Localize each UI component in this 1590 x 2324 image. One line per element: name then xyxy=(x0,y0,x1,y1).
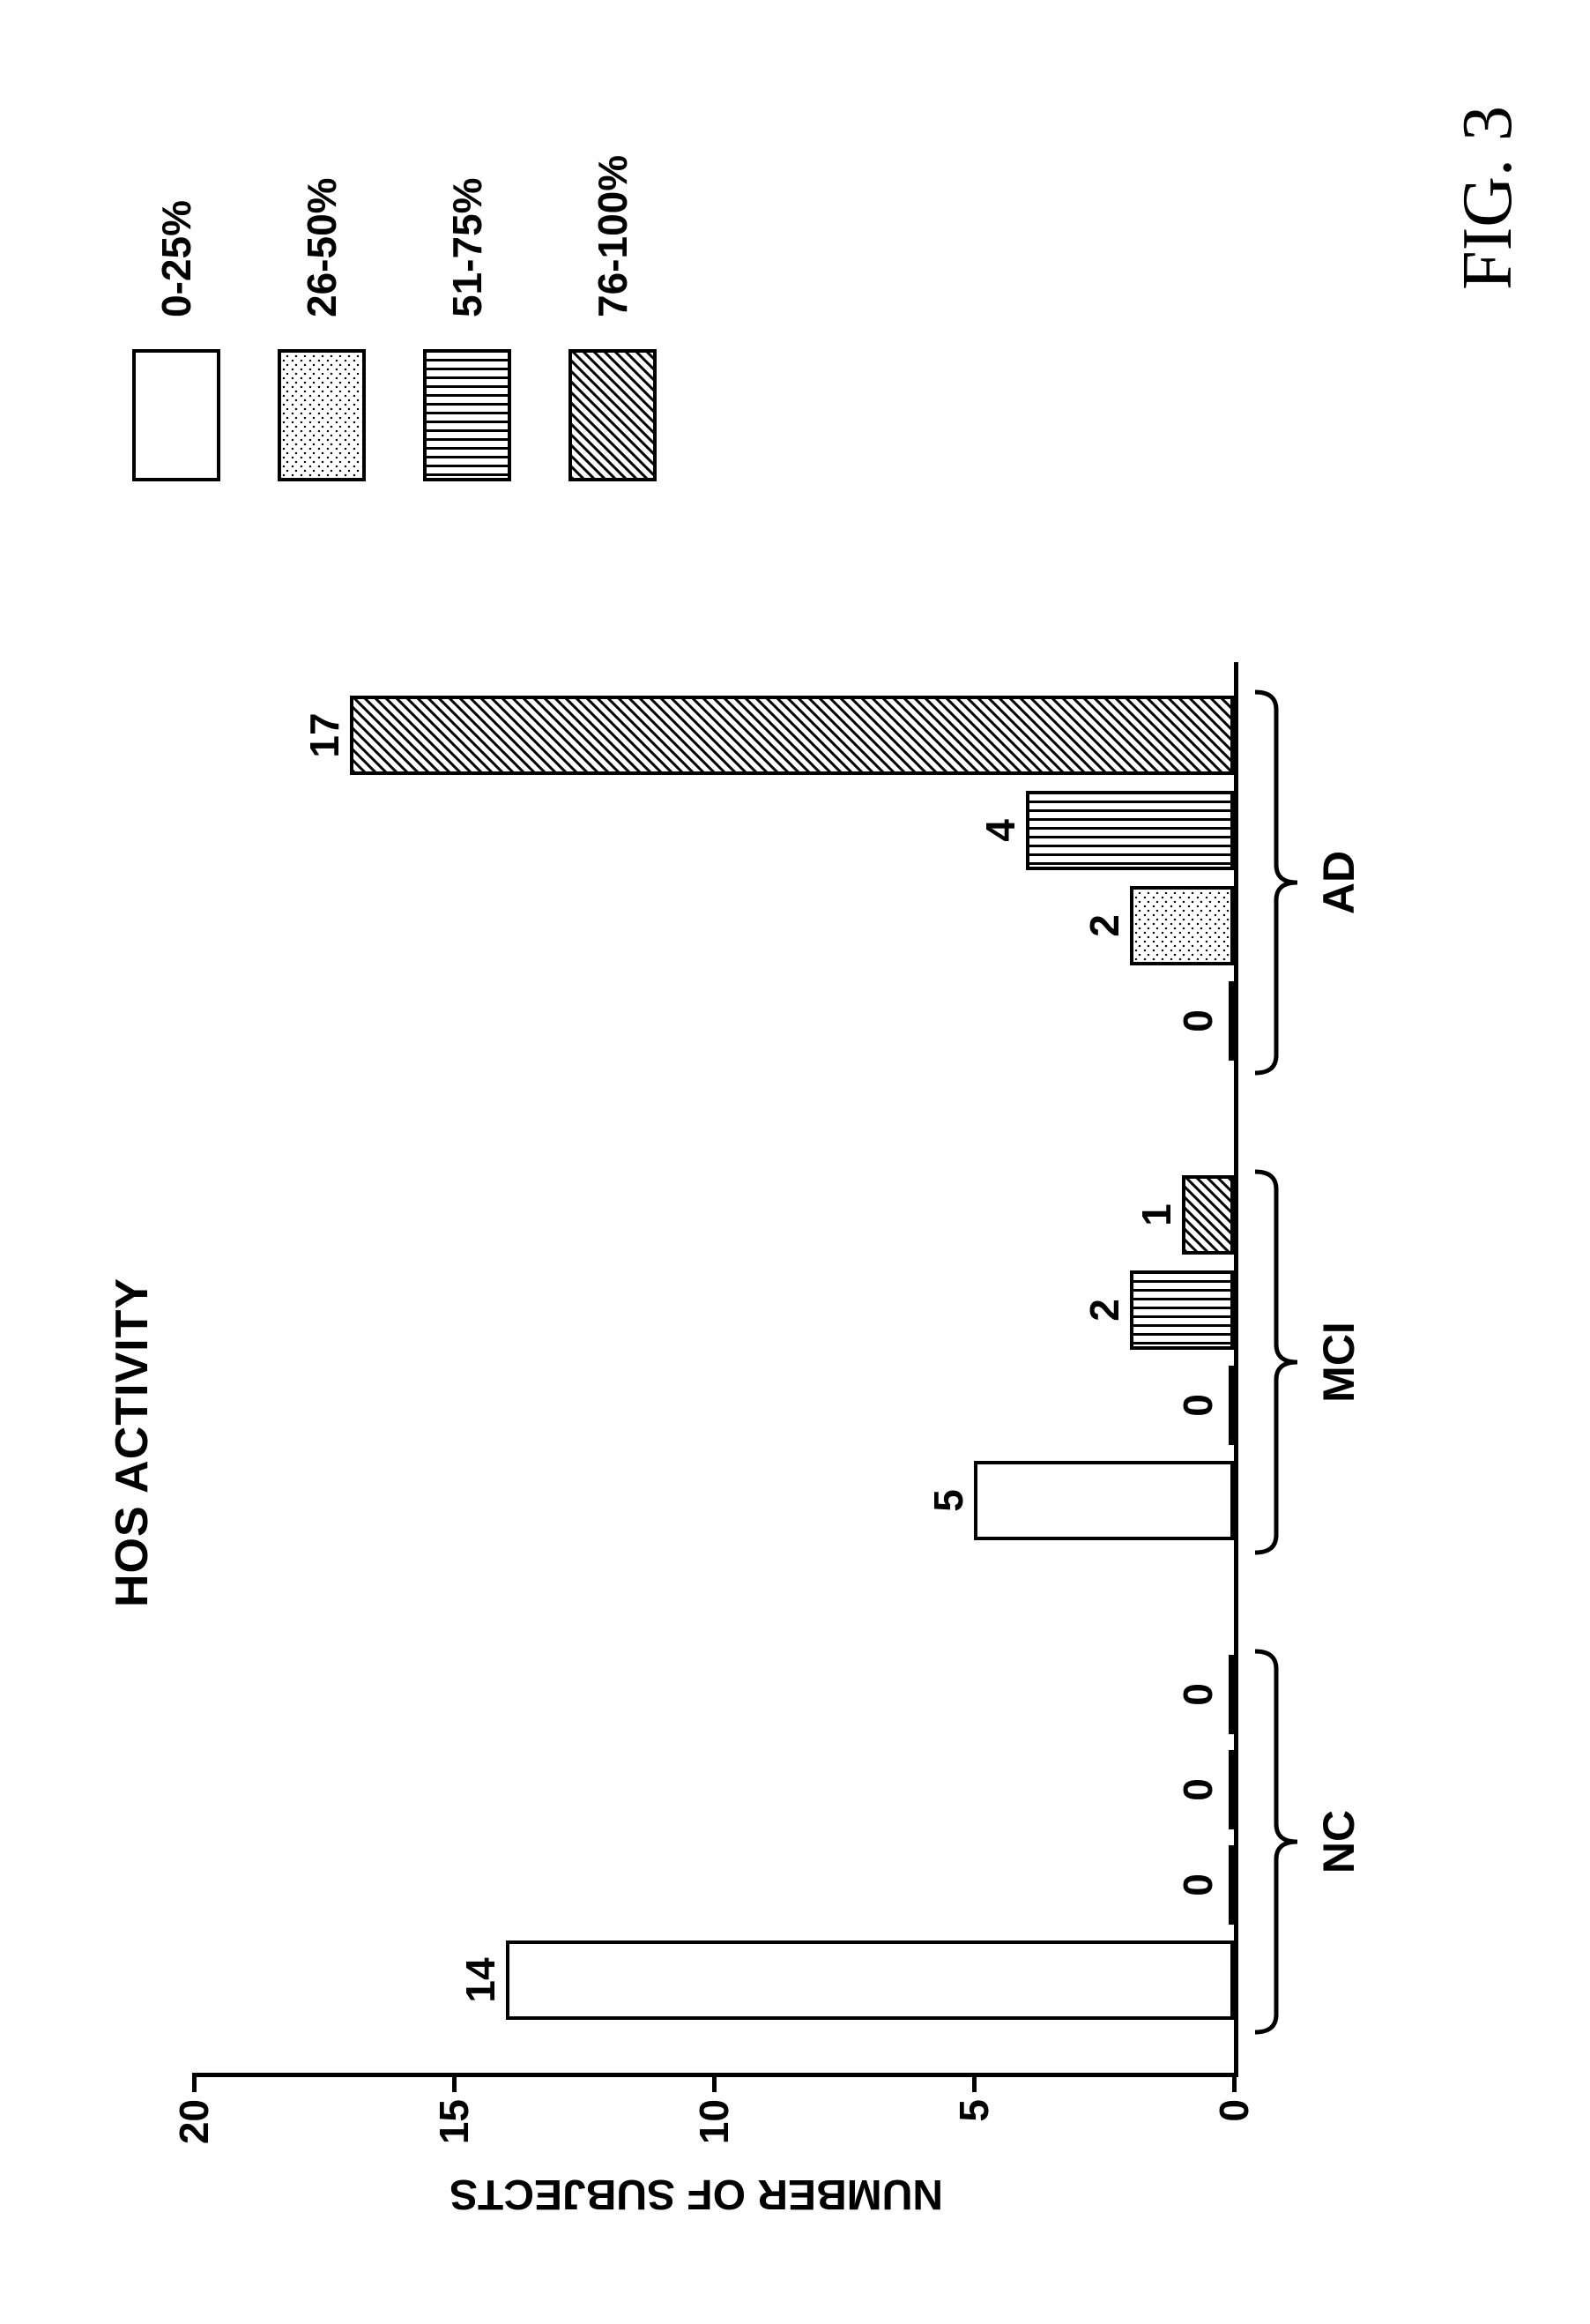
legend-item: 51-75% xyxy=(423,177,511,481)
bar-value-label: 0 xyxy=(1174,1683,1222,1706)
y-tick-label: 20 xyxy=(170,2099,218,2144)
legend-swatch xyxy=(132,349,220,481)
y-tick xyxy=(1232,2073,1237,2092)
y-tick xyxy=(712,2073,717,2092)
group-brace xyxy=(1252,687,1313,1078)
plot-area: 0510152014000502102417 xyxy=(194,662,1238,2077)
legend: 0-25% 26-50% 51-75% 76-100% xyxy=(132,41,749,481)
legend-label: 26-50% xyxy=(298,177,345,317)
group-label: AD xyxy=(1313,851,1364,914)
bar-value-label: 0 xyxy=(1174,1873,1222,1896)
y-tick-label: 0 xyxy=(1210,2099,1258,2122)
group-label: MCI xyxy=(1313,1322,1364,1403)
bar-zero xyxy=(1229,981,1237,1061)
bar-value-label: 4 xyxy=(977,819,1024,842)
legend-label: 76-100% xyxy=(589,155,636,317)
bar-value-label: 14 xyxy=(457,1957,504,2002)
bar: 2 xyxy=(1130,886,1234,965)
bar: 4 xyxy=(1026,791,1234,870)
bar-zero xyxy=(1229,1655,1237,1734)
legend-label: 51-75% xyxy=(443,177,491,317)
y-tick-label: 15 xyxy=(430,2099,478,2144)
group-brace xyxy=(1252,1646,1313,2037)
y-tick-label: 10 xyxy=(690,2099,738,2144)
bar-value-label: 1 xyxy=(1133,1203,1180,1226)
group-brace xyxy=(1252,1166,1313,1558)
y-tick xyxy=(452,2073,457,2092)
bar-zero xyxy=(1229,1366,1237,1445)
y-tick xyxy=(972,2073,977,2092)
bar: 1 xyxy=(1182,1175,1234,1255)
bar: 17 xyxy=(350,696,1234,775)
bar-value-label: 0 xyxy=(1174,1778,1222,1801)
legend-swatch xyxy=(423,349,511,481)
y-tick xyxy=(192,2073,197,2092)
bar-value-label: 17 xyxy=(301,712,348,757)
legend-swatch xyxy=(278,349,366,481)
legend-item: 0-25% xyxy=(132,200,220,481)
legend-item: 76-100% xyxy=(568,155,657,481)
legend-item: 26-50% xyxy=(278,177,366,481)
bar-value-label: 2 xyxy=(1081,1299,1128,1322)
legend-label: 0-25% xyxy=(152,200,200,317)
bar-value-label: 0 xyxy=(1174,1009,1222,1032)
bar: 2 xyxy=(1130,1270,1234,1350)
group-label: NC xyxy=(1313,1810,1364,1873)
bar-value-label: 2 xyxy=(1081,914,1128,937)
bar-zero xyxy=(1229,1750,1237,1829)
bar: 5 xyxy=(974,1461,1234,1540)
bar: 14 xyxy=(506,1940,1234,2020)
bar-value-label: 5 xyxy=(925,1489,972,1512)
chart-title: HOS ACTIVITY xyxy=(106,1277,159,1607)
legend-swatch xyxy=(568,349,657,481)
bar-zero xyxy=(1229,1845,1237,1925)
figure-label: FIG. 3 xyxy=(1448,106,1528,290)
y-tick-label: 5 xyxy=(950,2099,998,2122)
y-axis-title: NUMBER OF SUBJECTS xyxy=(450,2170,943,2218)
bar-value-label: 0 xyxy=(1174,1394,1222,1417)
